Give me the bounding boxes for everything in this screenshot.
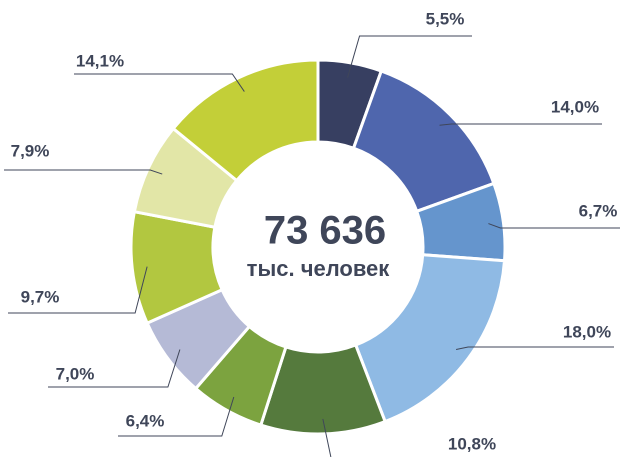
leader-line (347, 35, 472, 78)
leader-line (118, 396, 235, 437)
value-label: 6,7% (579, 201, 618, 220)
center-value: 73 636 (264, 209, 386, 253)
leader-line (8, 266, 148, 314)
leader-line (74, 73, 245, 92)
value-label: 9,7% (21, 287, 60, 306)
leader-line (322, 418, 332, 457)
leader-line (488, 223, 620, 229)
value-label: 10,8% (448, 434, 496, 453)
value-label: 6,4% (126, 411, 165, 430)
value-label: 7,0% (56, 364, 95, 383)
slice (353, 253, 507, 424)
value-label: 5,5% (426, 9, 465, 28)
center-unit: тыс. человек (247, 256, 391, 281)
leader-line (455, 346, 614, 351)
value-label: 14,1% (76, 51, 124, 70)
leader-line (4, 169, 163, 175)
value-label: 7,9% (11, 141, 50, 160)
slice (171, 58, 320, 183)
center-hole (213, 142, 423, 352)
leader-line (439, 123, 602, 126)
value-label: 18,0% (563, 322, 611, 341)
leader-line (48, 349, 181, 388)
value-label: 14,0% (551, 97, 599, 116)
